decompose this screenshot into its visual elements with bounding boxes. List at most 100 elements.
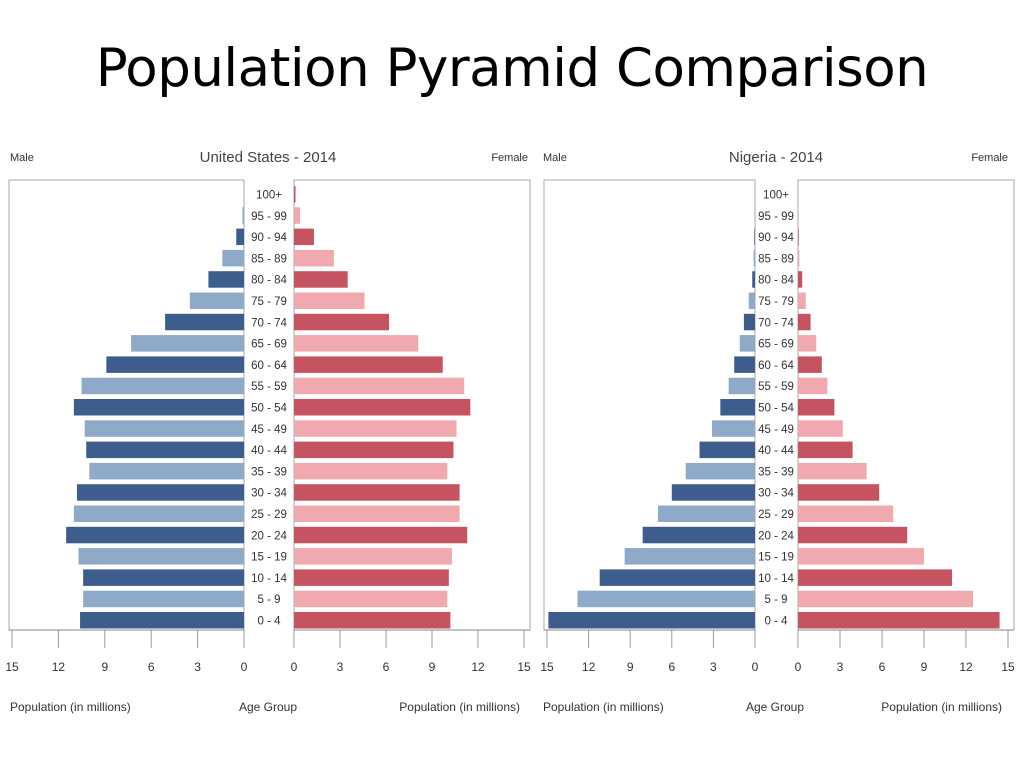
ng-right-axis-label: Population (in millions): [881, 700, 1002, 714]
ng-left-tick-label: 3: [710, 660, 717, 674]
us-left-tick-label: 15: [5, 660, 19, 674]
ng-female-bar: [798, 462, 867, 480]
us-male-bar: [76, 484, 245, 501]
us-right-tick-label: 6: [383, 660, 390, 674]
ng-age-label: 85 - 89: [758, 253, 794, 265]
us-male-bar: [106, 356, 244, 373]
ng-center-axis-label: Age Group: [746, 700, 804, 714]
ng-female-bar: [798, 505, 894, 522]
us-male-bar: [81, 377, 244, 395]
ng-age-label: 55 - 59: [758, 381, 794, 393]
ng-female-bar: [798, 590, 973, 608]
us-age-label: 10 - 14: [251, 573, 287, 585]
ng-age-label: 5 - 9: [764, 594, 787, 606]
us-age-label: 30 - 34: [251, 488, 287, 500]
us-age-label: 35 - 39: [251, 466, 287, 478]
ng-male-bar: [699, 441, 755, 459]
ng-age-label: 0 - 4: [764, 616, 788, 628]
us-age-label: 80 - 84: [251, 275, 287, 287]
us-age-label: 55 - 59: [251, 381, 287, 393]
us-right-tick-label: 9: [429, 660, 436, 674]
us-male-bar: [84, 420, 245, 437]
us-male-bar: [86, 441, 245, 459]
us-left-tick-label: 12: [52, 660, 66, 674]
ng-age-label: 65 - 69: [758, 339, 794, 351]
us-male-bar: [222, 249, 244, 267]
ng-male-label: Male: [543, 152, 567, 164]
us-female-bar: [294, 356, 443, 373]
us-male-bar: [189, 292, 244, 309]
us-age-label: 20 - 24: [251, 530, 287, 542]
us-age-label: 15 - 19: [251, 552, 287, 564]
ng-male-bar: [671, 484, 755, 501]
us-age-label: 5 - 9: [257, 594, 280, 606]
ng-female-bar: [798, 399, 835, 416]
us-age-label: 75 - 79: [251, 296, 287, 308]
ng-female-bar: [798, 292, 806, 309]
us-age-label: 60 - 64: [251, 360, 287, 372]
us-age-label: 90 - 94: [251, 232, 287, 244]
us-female-bar: [294, 249, 334, 267]
ng-right-tick-label: 3: [837, 660, 844, 674]
ng-male-bar: [739, 335, 755, 352]
ng-male-bar: [728, 377, 755, 395]
ng-age-label: 45 - 49: [758, 424, 794, 436]
us-left-tick-label: 6: [148, 660, 155, 674]
us-female-bar: [294, 420, 457, 437]
ng-female-bar: [798, 356, 822, 373]
us-age-label: 25 - 29: [251, 509, 287, 521]
ng-age-label: 35 - 39: [758, 466, 794, 478]
us-center-axis-label: Age Group: [239, 700, 297, 714]
us-left-tick-label: 3: [194, 660, 201, 674]
us-chart-title: United States - 2014: [200, 149, 337, 166]
ng-age-label: 15 - 19: [758, 552, 794, 564]
us-male-bar: [165, 313, 244, 331]
ng-right-tick-label: 15: [1001, 660, 1015, 674]
ng-male-bar: [657, 505, 755, 522]
us-male-bar: [80, 612, 244, 629]
us-right-tick-label: 3: [337, 660, 344, 674]
ng-female-bar: [798, 484, 880, 501]
us-male-bar: [208, 271, 244, 288]
ng-male-bar: [712, 420, 755, 437]
us-age-label: 65 - 69: [251, 339, 287, 351]
us-male-bar: [89, 462, 244, 480]
us-female-bar: [294, 569, 449, 586]
us-male-label: Male: [10, 152, 34, 164]
us-female-bar: [294, 441, 454, 459]
us-male-bar: [131, 335, 244, 352]
ng-chart-title: Nigeria - 2014: [729, 149, 823, 166]
ng-age-label: 30 - 34: [758, 488, 794, 500]
us-female-bar: [294, 526, 468, 544]
ng-right-tick-label: 9: [921, 660, 928, 674]
ng-right-tick-label: 12: [959, 660, 973, 674]
ng-female-bar: [798, 335, 817, 352]
ng-age-label: 75 - 79: [758, 296, 794, 308]
ng-male-bar: [599, 569, 755, 586]
ng-left-tick-label: 15: [540, 660, 554, 674]
us-male-bar: [73, 399, 244, 416]
us-female-bar: [294, 292, 365, 309]
ng-female-bar: [798, 612, 1000, 629]
us-age-label: 45 - 49: [251, 424, 287, 436]
ng-left-tick-label: 0: [752, 660, 759, 674]
ng-male-bar: [548, 612, 755, 629]
us-female-bar: [294, 186, 296, 203]
ng-male-bar: [720, 399, 755, 416]
ng-left-axis-label: Population (in millions): [543, 700, 664, 714]
ng-male-bar: [754, 228, 755, 246]
us-right-tick-label: 0: [291, 660, 298, 674]
ng-age-label: 20 - 24: [758, 530, 794, 542]
us-right-tick-label: 12: [471, 660, 485, 674]
ng-female-bar: [798, 377, 828, 395]
ng-female-bar: [798, 271, 803, 288]
us-female-bar: [294, 462, 448, 480]
ng-age-label: 90 - 94: [758, 232, 794, 244]
ng-male-bar: [743, 313, 755, 331]
us-female-bar: [294, 484, 460, 501]
us-female-bar: [294, 548, 452, 565]
us-male-bar: [66, 526, 244, 544]
ng-female-bar: [798, 313, 811, 331]
ng-female-label: Female: [971, 152, 1008, 164]
us-female-bar: [294, 271, 348, 288]
